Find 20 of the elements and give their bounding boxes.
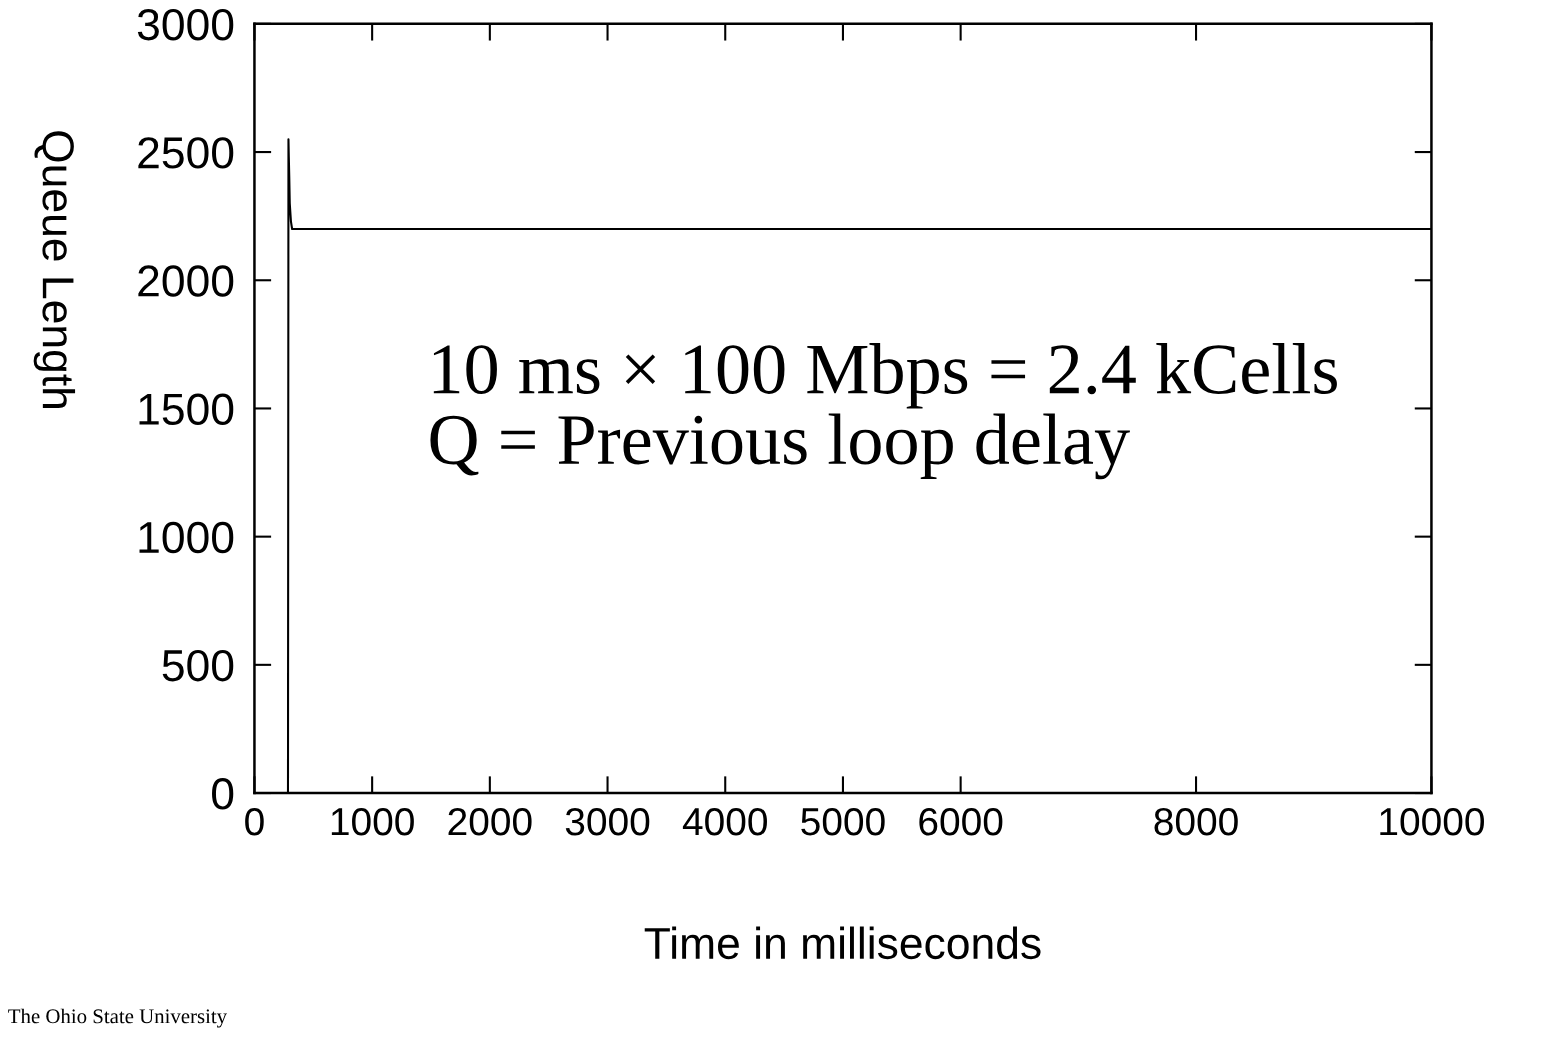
y-tick-label: 3000 (137, 8, 234, 41)
y-tick-label: 500 (162, 649, 234, 682)
x-tick-label: 2000 (448, 807, 532, 836)
x-tick-label: 5000 (801, 807, 885, 836)
annotation: 10 ms × 100 Mbps = 2.4 kCells Q = Previous loop delay (430, 343, 1337, 480)
y-tick-label: 1500 (139, 393, 234, 425)
x-tick-label: 10000 (1380, 807, 1484, 836)
y-tick-label: 2500 (138, 137, 234, 169)
x-axis-title: Time in milliseconds (644, 926, 1041, 960)
y-axis-title: Queue Length (33, 131, 76, 408)
y-tick-label: 2000 (138, 265, 234, 297)
x-tick-label: 4000 (682, 807, 767, 836)
x-tick-label: 1000 (331, 807, 414, 836)
text: The Ohio State University (8, 1008, 228, 1028)
x-tick-label: 6000 (919, 807, 1003, 836)
y-tick-label: 0 (212, 778, 234, 810)
x-tick-label: 0 (245, 807, 264, 836)
y-tick-label: 1000 (139, 521, 234, 554)
x-tick-label: 8000 (1154, 807, 1238, 836)
x-tick-label: 3000 (565, 807, 650, 836)
